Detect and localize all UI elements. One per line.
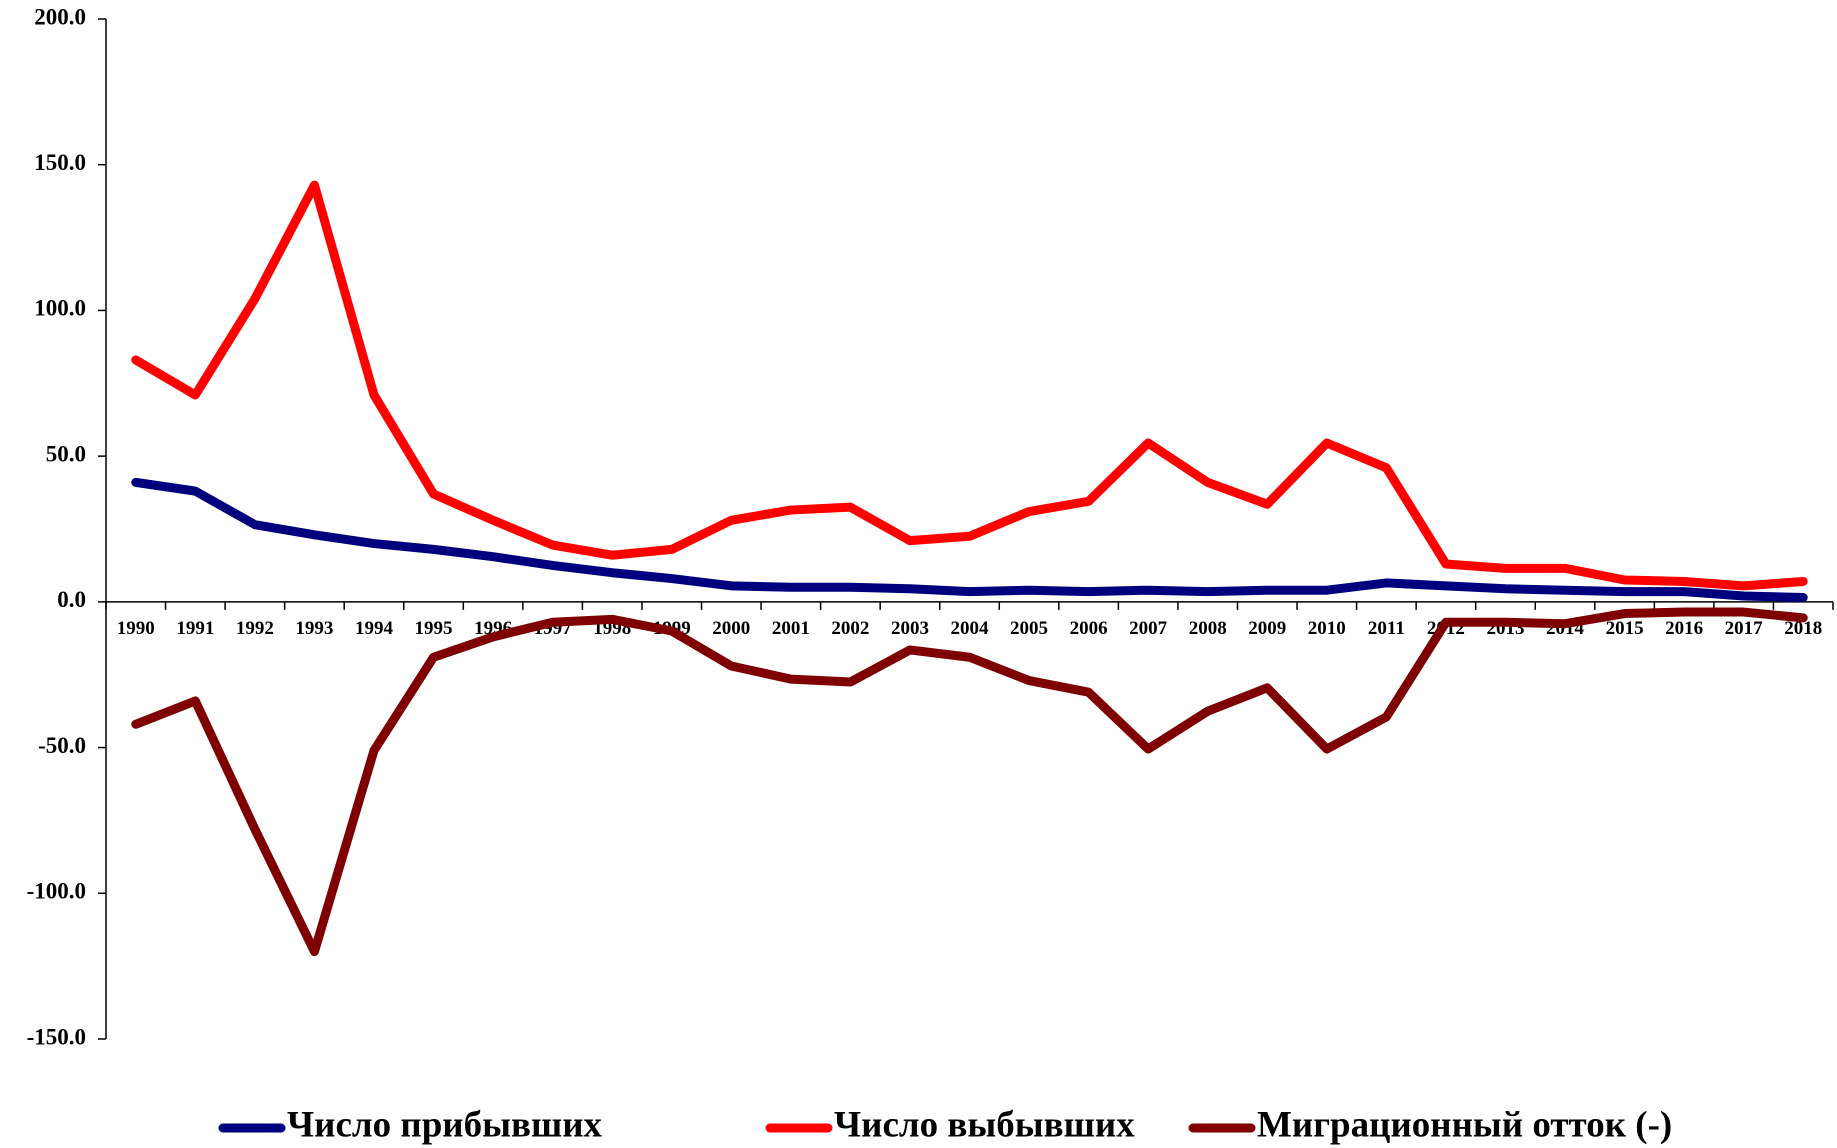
y-tick-label: 150.0 <box>34 150 86 175</box>
x-tick-label: 2004 <box>951 618 990 639</box>
series-line <box>131 180 1808 591</box>
x-tick-label: 2016 <box>1665 618 1703 639</box>
x-tick-label: 2018 <box>1784 618 1822 639</box>
y-tick-label: -100.0 <box>27 879 86 904</box>
x-tick-label: 1995 <box>415 618 453 639</box>
legend-label: Миграционный отток (-) <box>1257 1104 1672 1145</box>
y-tick-label: 200.0 <box>34 4 86 29</box>
x-tick-label: 2010 <box>1308 618 1346 639</box>
x-tick-label: 2011 <box>1368 618 1405 639</box>
y-tick-label: 0.0 <box>57 587 86 612</box>
y-tick-label: 50.0 <box>46 441 86 466</box>
legend-label: Число прибывших <box>287 1104 603 1145</box>
y-tick-label: -50.0 <box>38 733 86 758</box>
x-tick-label: 1994 <box>355 618 394 639</box>
x-tick-label: 2008 <box>1189 618 1227 639</box>
x-tick-label: 2006 <box>1070 618 1108 639</box>
x-tick-label: 2015 <box>1606 618 1644 639</box>
x-tick-label: 2017 <box>1725 618 1764 639</box>
x-tick-label: 2000 <box>712 618 750 639</box>
y-tick-label: 100.0 <box>34 296 86 321</box>
x-tick-label: 1991 <box>176 618 214 639</box>
x-tick-label: 2001 <box>772 618 810 639</box>
x-tick-label: 2009 <box>1248 618 1286 639</box>
series-line <box>131 607 1808 957</box>
x-tick-label: 1990 <box>117 618 155 639</box>
y-tick-label: -150.0 <box>27 1024 86 1049</box>
series-line <box>131 477 1808 602</box>
x-tick-label: 1992 <box>236 618 274 639</box>
x-tick-label: 2007 <box>1129 618 1168 639</box>
x-tick-label: 2005 <box>1010 618 1048 639</box>
x-tick-label: 2003 <box>891 618 929 639</box>
legend-label: Число выбывших <box>834 1104 1135 1145</box>
x-tick-label: 2002 <box>831 618 869 639</box>
x-tick-label: 1993 <box>295 618 333 639</box>
